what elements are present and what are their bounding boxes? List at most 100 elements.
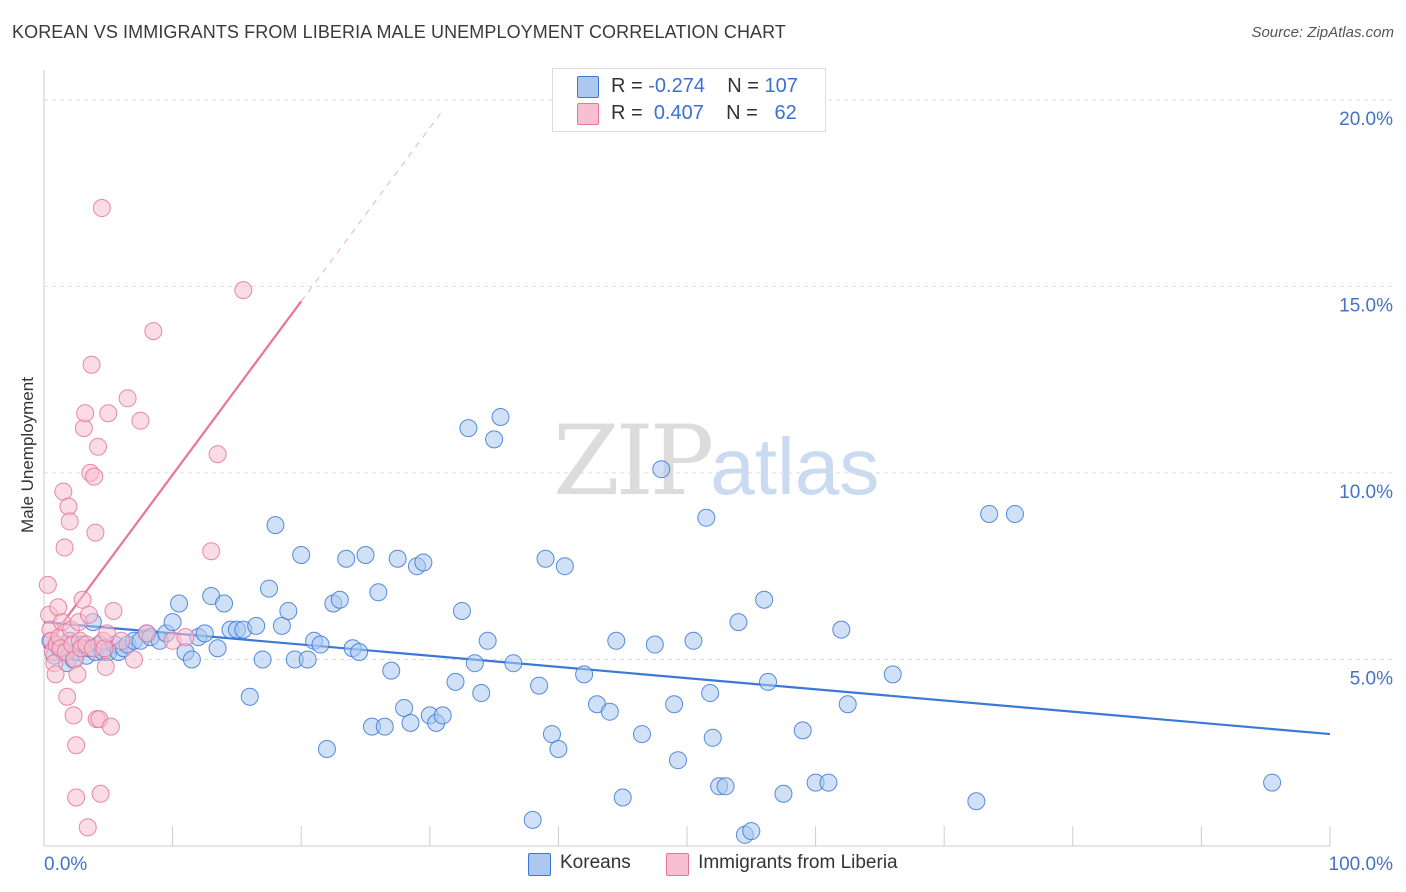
liberia-point <box>73 590 92 609</box>
liberia-point <box>92 199 111 218</box>
korean-point <box>967 792 986 811</box>
liberia-point <box>67 788 86 807</box>
liberia-point <box>82 355 101 374</box>
gridlines <box>44 99 1394 660</box>
korean-point <box>793 721 812 740</box>
korean-point <box>523 810 542 829</box>
korean-point <box>838 695 857 714</box>
korean-point <box>1263 773 1282 792</box>
liberia-point <box>67 736 86 755</box>
liberia-point <box>98 624 117 643</box>
korean-point <box>600 702 619 721</box>
legend-item-label: Immigrants from Liberia <box>698 852 898 873</box>
y-tick-label: 20.0% <box>1339 109 1393 130</box>
watermark-zip: ZIP <box>553 405 714 517</box>
korean-point <box>485 430 504 449</box>
korean-point <box>819 773 838 792</box>
legend-item-koreans[interactable]: Koreans <box>528 852 631 876</box>
liberia-point <box>46 665 65 684</box>
korean-point <box>504 654 523 673</box>
korean-point <box>1005 504 1024 523</box>
korean-point <box>337 549 356 568</box>
korean-point <box>613 788 632 807</box>
korean-point <box>182 650 201 669</box>
korean-point <box>536 549 555 568</box>
korean-point <box>832 620 851 639</box>
korean-point <box>170 594 189 613</box>
liberia-point <box>96 657 115 676</box>
liberia-point <box>176 628 195 647</box>
legend-n-label: N = <box>727 75 765 97</box>
liberia-trend-extension <box>300 110 444 302</box>
legend-r-value: -0.274 <box>648 75 705 97</box>
korean-point <box>375 717 394 736</box>
korean-point <box>388 549 407 568</box>
liberia-point <box>125 650 144 669</box>
liberia-point <box>59 497 78 516</box>
korean-point <box>215 594 234 613</box>
korean-point <box>433 706 452 725</box>
series-legend: Koreans Immigrants from Liberia <box>528 852 928 876</box>
liberia-point <box>54 482 73 501</box>
korean-point <box>774 784 793 803</box>
korean-point <box>395 698 414 717</box>
korean-point <box>459 419 478 438</box>
korean-point <box>452 601 471 620</box>
korean-point <box>701 684 720 703</box>
liberia-point <box>64 706 83 725</box>
y-tick-label: 10.0% <box>1339 482 1393 503</box>
korean-point <box>729 613 748 632</box>
liberia-point <box>208 445 227 464</box>
liberia-point <box>38 575 57 594</box>
korean-point <box>697 508 716 527</box>
liberia-point <box>101 717 120 736</box>
liberia-trend-line <box>43 300 303 649</box>
liberia-point <box>118 389 137 408</box>
korean-point <box>755 590 774 609</box>
korean-point <box>665 695 684 714</box>
x-tick-label: 0.0% <box>44 854 87 875</box>
y-tick-label: 5.0% <box>1350 668 1393 689</box>
liberia-point <box>55 538 74 557</box>
korean-point <box>542 725 561 744</box>
korean-point <box>240 687 259 706</box>
legend-item-liberia[interactable]: Immigrants from Liberia <box>666 852 898 876</box>
korean-point <box>446 672 465 691</box>
koreans-swatch <box>577 76 599 98</box>
y-tick-label: 15.0% <box>1339 295 1393 316</box>
legend-n-value: 107 <box>764 75 798 97</box>
liberia-point <box>89 437 108 456</box>
liberia-point <box>99 404 118 423</box>
correlation-legend: R = -0.274 N = 107 R = 0.407 N = 62 <box>552 68 826 132</box>
korean-point <box>530 676 549 695</box>
korean-point <box>575 665 594 684</box>
source-credit: Source: ZipAtlas.com <box>1251 24 1394 41</box>
liberia-point <box>112 631 131 650</box>
korean-point <box>350 643 369 661</box>
tick-labels: 5.0% 10.0% 15.0% 20.0% 0.0% 100.0% <box>44 109 1393 875</box>
liberia-point <box>104 601 123 620</box>
liberia-point <box>85 467 104 486</box>
liberia-point <box>234 281 253 300</box>
x-tick-label: 100.0% <box>1329 854 1394 875</box>
korean-point <box>311 635 330 654</box>
legend-n-label: N = <box>726 102 764 124</box>
axes <box>43 70 1331 847</box>
korean-point <box>632 725 651 744</box>
legend-item-label: Koreans <box>560 852 631 873</box>
liberia-point <box>58 687 77 706</box>
liberia-point <box>76 404 95 423</box>
koreans-trend-line <box>43 621 1331 736</box>
watermark-atlas: atlas <box>710 422 880 511</box>
liberia-point <box>74 419 93 438</box>
liberia-point <box>202 542 221 561</box>
liberia-point <box>144 322 163 341</box>
korean-point <box>607 631 626 650</box>
liberia-point <box>137 624 156 643</box>
liberia-point <box>131 411 150 430</box>
koreans-swatch <box>528 853 551 876</box>
korean-point <box>883 665 902 684</box>
korean-point <box>382 661 401 680</box>
korean-point <box>279 601 298 620</box>
korean-point <box>472 684 491 703</box>
